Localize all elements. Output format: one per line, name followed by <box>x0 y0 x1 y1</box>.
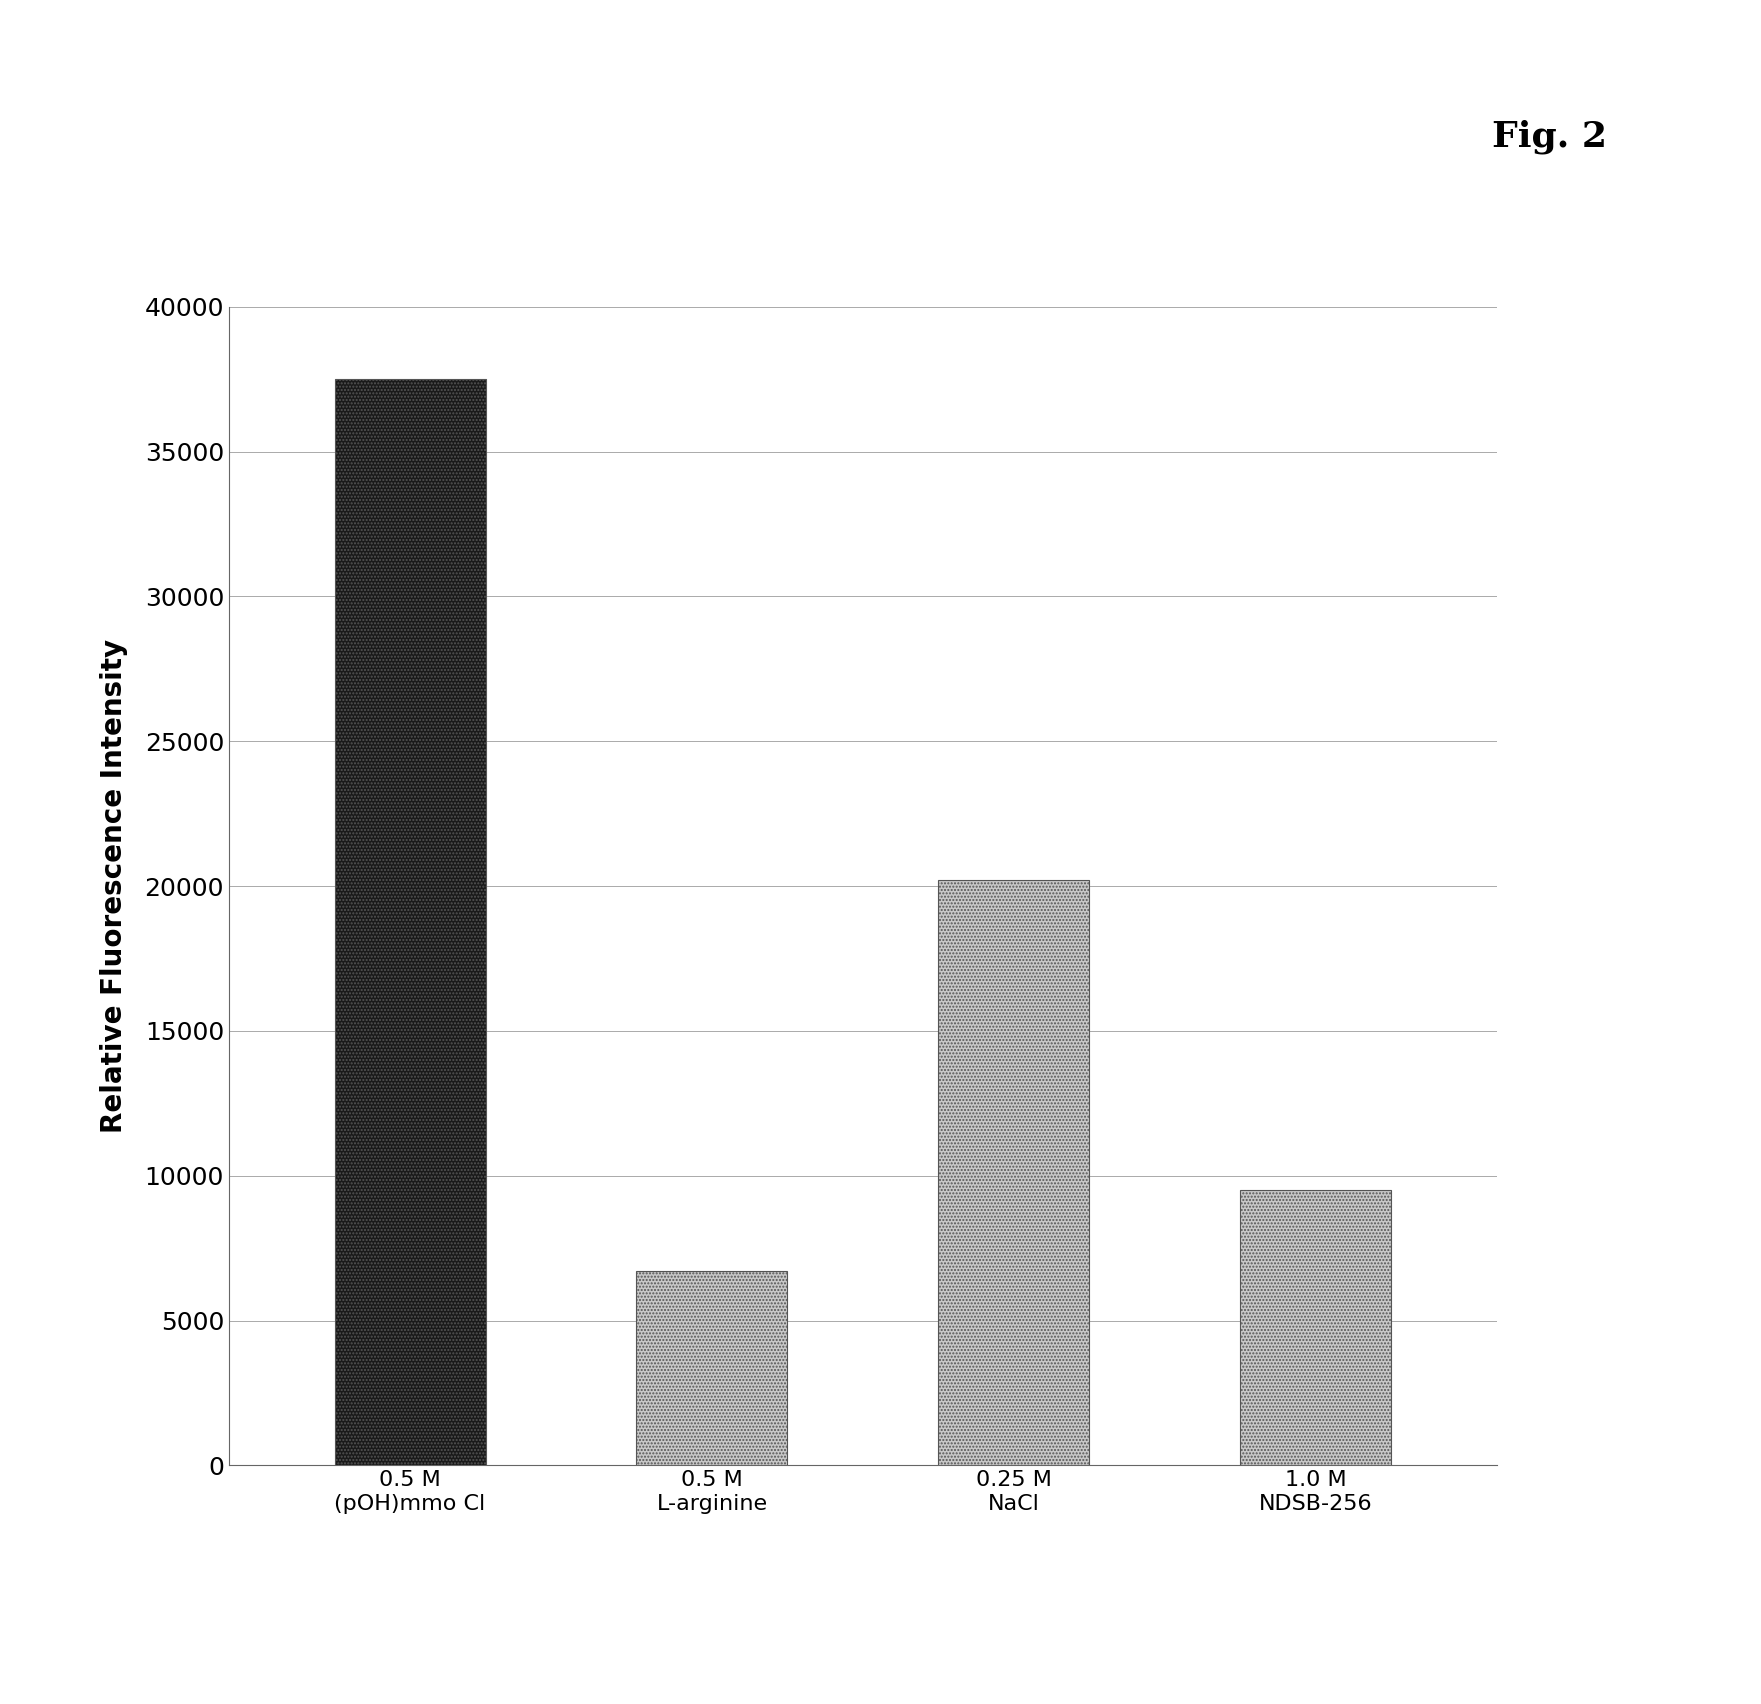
Bar <box>1240 1189 1391 1465</box>
Text: Fig. 2: Fig. 2 <box>1492 119 1608 153</box>
Bar <box>335 378 486 1465</box>
Bar <box>939 881 1090 1465</box>
Bar <box>636 1271 787 1465</box>
Y-axis label: Relative Fluorescence Intensity: Relative Fluorescence Intensity <box>100 639 129 1133</box>
